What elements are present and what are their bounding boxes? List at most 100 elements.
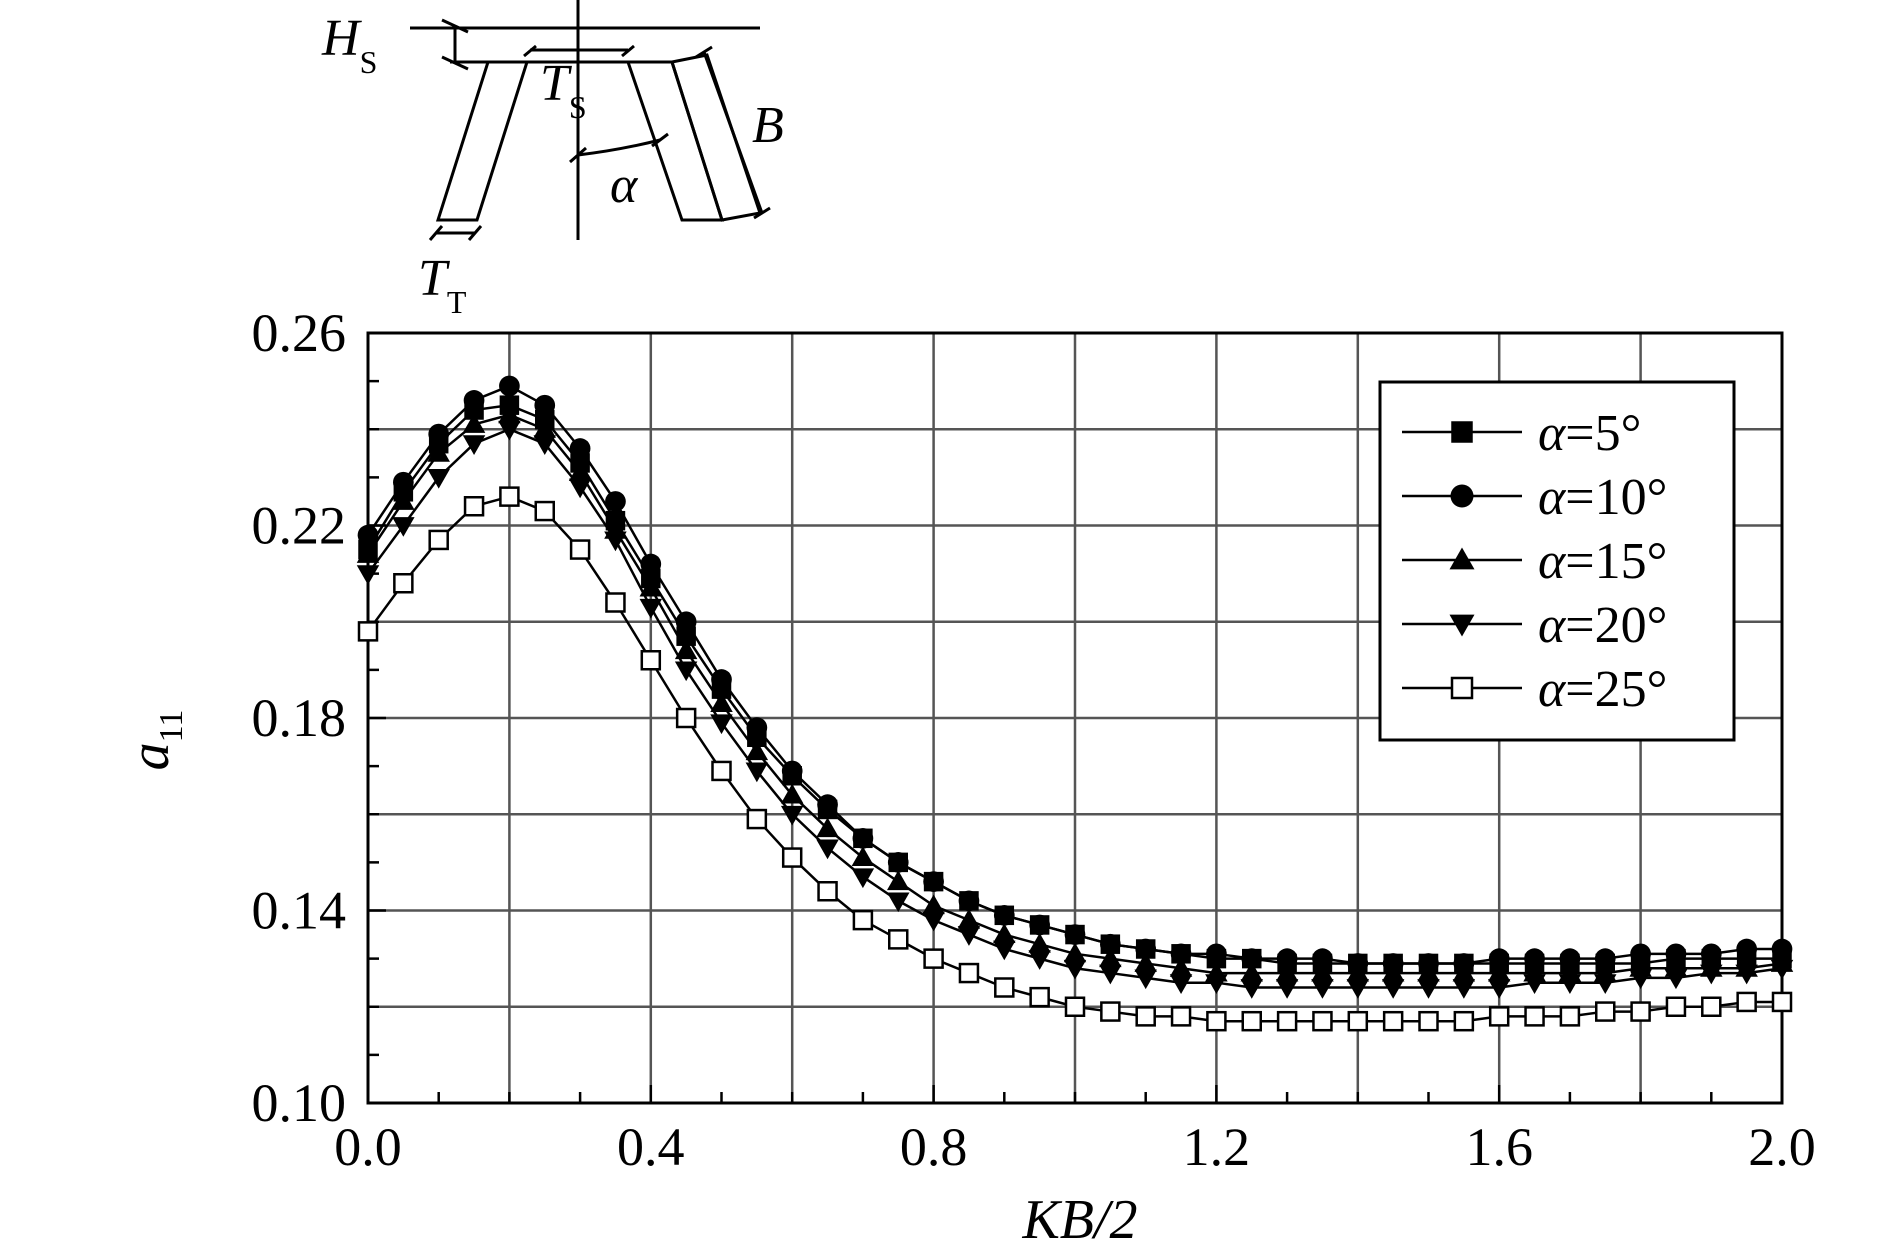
data-point xyxy=(499,375,520,397)
data-point xyxy=(1311,961,1334,982)
data-point xyxy=(780,805,804,826)
data-point xyxy=(1381,961,1405,982)
diagram-label-alpha: α xyxy=(610,157,639,214)
data-point xyxy=(710,714,733,735)
data-point xyxy=(1135,938,1157,960)
data-point xyxy=(356,543,380,563)
data-point xyxy=(780,783,804,804)
data-point xyxy=(852,827,874,849)
data-point xyxy=(1488,948,1510,969)
x-tick-label: 2.0 xyxy=(1748,1117,1816,1177)
data-point xyxy=(816,839,839,860)
data-point xyxy=(1064,996,1086,1017)
data-point xyxy=(745,740,769,761)
legend-label: α=15° xyxy=(1538,533,1667,590)
data-point xyxy=(1453,1010,1475,1032)
data-point xyxy=(1559,1006,1581,1027)
data-point xyxy=(1701,996,1722,1017)
data-point xyxy=(994,977,1015,998)
data-point xyxy=(746,717,768,738)
data-point xyxy=(393,573,414,594)
data-point xyxy=(1170,1006,1192,1027)
legend-marker xyxy=(1450,484,1474,508)
data-point xyxy=(1736,991,1757,1013)
y-tick-label: 0.14 xyxy=(252,881,347,941)
data-point xyxy=(1170,943,1192,965)
data-point xyxy=(568,461,592,481)
data-point xyxy=(711,760,732,782)
data-point xyxy=(817,881,838,902)
data-point xyxy=(1029,914,1050,936)
series-1 xyxy=(357,375,1793,974)
legend: α=5° α=10° α=15° α=20° α=25° xyxy=(1378,380,1736,742)
diagram-alpha-arc xyxy=(577,138,661,157)
data-point xyxy=(1346,961,1370,982)
data-point xyxy=(427,468,450,489)
diagram-hs-tick-bottom xyxy=(441,55,469,71)
data-point xyxy=(1240,979,1263,999)
data-point xyxy=(463,390,485,411)
diagram-label-tt: TT xyxy=(418,250,467,320)
data-point xyxy=(1275,979,1299,999)
data-point xyxy=(1169,957,1193,977)
data-point xyxy=(1028,950,1051,970)
data-point xyxy=(1064,924,1086,945)
diagram-b-tick-top xyxy=(695,45,713,59)
data-point xyxy=(1028,932,1051,953)
data-point xyxy=(1629,969,1652,990)
data-point xyxy=(605,491,626,512)
diagram-hs-tick-top xyxy=(441,18,469,34)
data-point xyxy=(887,892,910,913)
data-point xyxy=(1665,943,1687,965)
diagram-label-ts: TS xyxy=(540,55,587,125)
data-point xyxy=(887,870,910,891)
data-point xyxy=(1700,964,1723,985)
data-point xyxy=(463,496,485,517)
data-point xyxy=(428,529,449,551)
diagram-right-leg-outer xyxy=(670,53,762,222)
data-point xyxy=(1381,979,1405,999)
data-point xyxy=(568,478,592,499)
axes: 0.0 0.4 0.8 1.2 1.6 2.0 0.10 0.14 0.18 0.22 0.26 xyxy=(252,303,1816,1177)
data-point xyxy=(1311,979,1334,999)
y-tick-label: 0.18 xyxy=(252,688,347,748)
data-point xyxy=(569,539,591,560)
data-point xyxy=(957,908,981,929)
data-point xyxy=(674,661,698,682)
diagram-label-hs: HS xyxy=(321,10,377,80)
data-point xyxy=(888,929,909,950)
diagram-label-b: B xyxy=(752,97,784,154)
data-point xyxy=(639,598,663,619)
data-point xyxy=(498,403,521,424)
data-point xyxy=(1487,979,1511,999)
data-point xyxy=(1169,974,1193,994)
data-point xyxy=(1736,938,1757,960)
data-point xyxy=(1346,979,1370,999)
data-point xyxy=(1630,943,1651,965)
x-tick-label: 0.8 xyxy=(900,1117,968,1177)
legend-item: α=10° xyxy=(1402,469,1667,526)
data-point xyxy=(781,760,803,782)
legend-label: α=20° xyxy=(1538,597,1667,654)
data-point xyxy=(1524,948,1545,969)
y-tick-label: 0.22 xyxy=(252,496,347,556)
data-point xyxy=(1029,986,1050,1008)
legend-item: α=20° xyxy=(1402,597,1667,654)
data-point xyxy=(605,592,626,613)
data-point xyxy=(852,909,874,931)
diagram-alpha-tick-right xyxy=(651,132,669,148)
diagram-tt-tick-right xyxy=(467,225,483,241)
data-point xyxy=(1275,961,1299,982)
data-point xyxy=(887,852,909,873)
data-point xyxy=(746,808,768,830)
data-point xyxy=(1523,974,1546,994)
data-point xyxy=(745,762,769,783)
axis-labels: KB/2 a11 xyxy=(119,710,1138,1249)
data-point xyxy=(1594,974,1617,994)
diagram-left-leg xyxy=(435,60,530,222)
data-point xyxy=(1771,938,1793,960)
y-axis-label: a11 xyxy=(119,710,190,771)
data-point xyxy=(1771,991,1793,1013)
data-point xyxy=(1206,943,1227,965)
data-point xyxy=(1595,1001,1616,1022)
